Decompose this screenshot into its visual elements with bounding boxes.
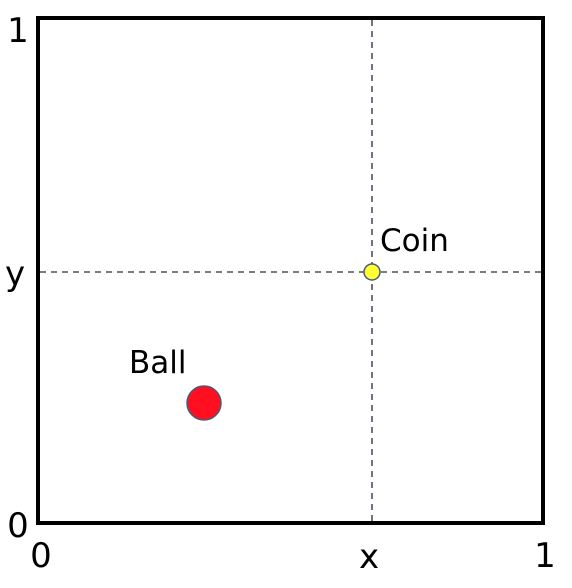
- y-max-label: 1: [7, 11, 29, 51]
- y-axis-label: y: [5, 254, 25, 294]
- ball: [186, 385, 222, 421]
- frame: [36, 16, 545, 525]
- ball-label: Ball: [129, 345, 187, 381]
- coin: [363, 263, 381, 281]
- coin-label: Coin: [380, 223, 449, 259]
- y-min-label: 0: [7, 506, 29, 546]
- x-min-label: 0: [30, 536, 52, 576]
- x-axis-label: x: [359, 537, 379, 577]
- x-max-label: 1: [534, 536, 556, 576]
